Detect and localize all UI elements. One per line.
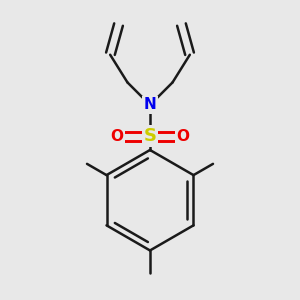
Text: O: O bbox=[176, 129, 189, 144]
Text: S: S bbox=[143, 127, 157, 145]
Text: N: N bbox=[144, 98, 156, 112]
Text: O: O bbox=[111, 129, 124, 144]
